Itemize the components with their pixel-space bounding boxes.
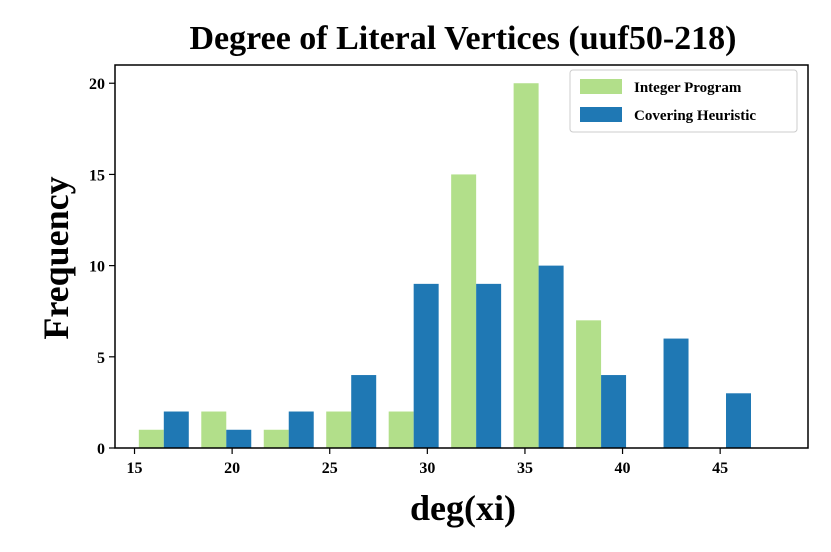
legend-frame: [569, 69, 798, 133]
y-tick-label: 15: [89, 167, 105, 184]
y-tick-label: 20: [89, 76, 105, 93]
bar-covering-heuristic-4: [413, 283, 439, 448]
x-tick-label: 20: [224, 460, 240, 477]
x-axis-label: deg(xi): [410, 488, 516, 528]
bar-covering-heuristic-0: [163, 411, 189, 448]
bar-covering-heuristic-1: [226, 429, 252, 448]
x-tick-label: 40: [615, 460, 631, 477]
y-axis: 0 5 10 15 20: [89, 76, 115, 458]
bar-integer-program-4: [388, 411, 414, 448]
bar-covering-heuristic-8: [663, 338, 689, 448]
bar-integer-program-5: [451, 174, 477, 448]
bar-covering-heuristic-9: [726, 393, 751, 448]
chart-title: Degree of Literal Vertices (uuf50-218): [190, 20, 737, 57]
legend: Integer Program Covering Heuristic: [569, 69, 798, 133]
plot-area: [138, 83, 751, 449]
y-tick-label: 0: [97, 441, 105, 458]
bar-integer-program-7: [576, 320, 602, 448]
bar-covering-heuristic-2: [288, 411, 314, 448]
y-axis-label: Frequency: [36, 176, 76, 339]
legend-swatch-1: [580, 107, 622, 122]
y-tick-label: 10: [89, 259, 105, 276]
bar-integer-program-3: [326, 411, 352, 448]
legend-swatch-0: [580, 79, 622, 94]
x-tick-label: 45: [712, 460, 728, 477]
x-tick-label: 15: [127, 460, 143, 477]
legend-label-0: Integer Program: [634, 80, 742, 96]
x-axis: 15 20 25 30 35 40 45: [127, 448, 728, 477]
x-tick-label: 30: [419, 460, 435, 477]
legend-label-1: Covering Heuristic: [634, 108, 756, 124]
bar-integer-program-0: [138, 429, 164, 448]
bar-covering-heuristic-7: [601, 375, 627, 448]
x-tick-label: 35: [517, 460, 533, 477]
bar-covering-heuristic-6: [538, 265, 564, 448]
bar-covering-heuristic-5: [476, 283, 502, 448]
bar-integer-program-1: [201, 411, 227, 448]
bar-integer-program-6: [513, 83, 539, 449]
y-tick-label: 5: [97, 350, 105, 367]
bar-covering-heuristic-3: [351, 375, 377, 448]
plot-frame: [114, 64, 809, 449]
bar-integer-program-2: [263, 429, 289, 448]
x-tick-label: 25: [322, 460, 338, 477]
